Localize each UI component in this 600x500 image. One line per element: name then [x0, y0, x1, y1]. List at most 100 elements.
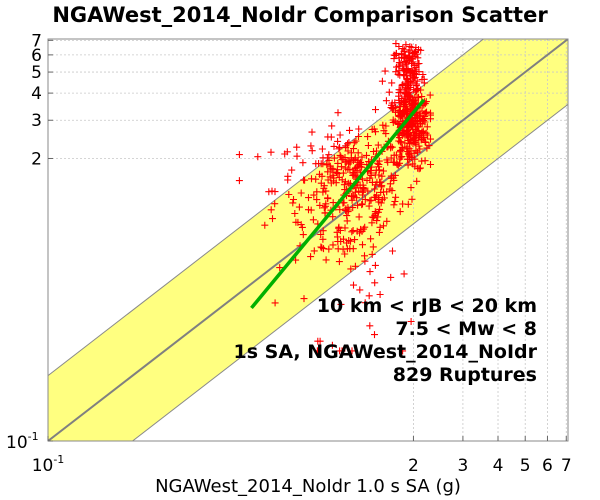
- scatter-point: [407, 318, 415, 325]
- scatter-point: [388, 101, 395, 109]
- fit-line: [250, 98, 426, 310]
- scatter-point: [394, 119, 402, 127]
- x-axis-ticks: 10-1 2 3 4 5 6 7: [32, 436, 572, 476]
- scatter-point: [364, 133, 372, 141]
- scatter-point: [284, 172, 292, 180]
- scatter-point: [369, 243, 377, 251]
- scatter-point: [425, 142, 433, 150]
- scatter-point: [373, 217, 381, 225]
- scatter-point: [383, 217, 391, 225]
- scatter-point: [367, 235, 375, 243]
- scatter-point: [388, 143, 396, 151]
- scatter-point: [411, 114, 419, 121]
- scatter-point: [374, 141, 382, 149]
- scatter-point: [406, 72, 414, 80]
- scatter-point: [351, 262, 359, 270]
- scatter-point: [336, 143, 344, 151]
- scatter-point: [345, 139, 353, 146]
- scatter-point: [307, 142, 315, 150]
- scatter-point: [405, 93, 413, 101]
- scatter-point: [358, 201, 366, 209]
- scatter-point: [392, 49, 400, 57]
- scatter-point: [350, 192, 358, 200]
- scatter-point: [314, 347, 322, 355]
- scatter-point: [380, 222, 387, 230]
- scatter-point: [398, 153, 406, 160]
- scatter-point: [310, 247, 318, 255]
- scatter-point: [316, 337, 324, 345]
- annotation-line: 7.5 < Mw < 8: [395, 318, 537, 340]
- scatter-point: [271, 200, 279, 208]
- scatter-point: [410, 149, 418, 157]
- scatter-point: [376, 223, 384, 231]
- scatter-point: [395, 43, 403, 50]
- scatter-point: [335, 173, 343, 181]
- scatter-point: [367, 172, 375, 179]
- scatter-point: [406, 46, 414, 54]
- scatter-point: [414, 148, 422, 156]
- scatter-point: [305, 194, 312, 202]
- scatter-point: [351, 236, 359, 244]
- scatter-point: [397, 146, 405, 154]
- scatter-point: [321, 209, 329, 217]
- annotation-line: 829 Ruptures: [393, 364, 537, 386]
- scatter-point: [390, 201, 398, 209]
- scatter-point: [392, 40, 400, 48]
- scatter-point: [386, 180, 394, 188]
- scatter-point: [334, 137, 342, 145]
- scatter-point: [375, 163, 383, 171]
- scatter-point: [421, 109, 429, 117]
- scatter-point: [365, 202, 373, 210]
- scatter-point: [391, 171, 399, 179]
- scatter-point: [365, 292, 373, 300]
- scatter-point: [283, 148, 291, 156]
- scatter-point: [320, 245, 327, 253]
- scatter-point: [335, 223, 343, 231]
- scatter-point: [395, 59, 403, 66]
- scatter-point: [328, 341, 336, 349]
- scatter-point: [336, 131, 344, 139]
- scatter-point: [319, 235, 327, 243]
- scatter-point: [379, 121, 387, 129]
- scatter-point: [319, 227, 327, 235]
- scatter-point: [355, 133, 362, 140]
- scatter-point: [349, 204, 357, 212]
- scatter-point: [403, 67, 410, 75]
- scatter-point: [387, 172, 395, 180]
- scatter-point: [399, 347, 407, 355]
- scatter-point: [308, 128, 316, 136]
- scatter-point: [392, 193, 400, 201]
- scatter-point: [319, 154, 327, 162]
- scatter-point: [350, 281, 357, 289]
- scatter-point: [396, 107, 404, 115]
- scatter-point: [409, 58, 417, 66]
- scatter-point: [307, 253, 315, 261]
- scatter-point: [372, 106, 379, 114]
- y-tick-label: 3: [31, 111, 42, 131]
- scatter-point: [329, 168, 337, 176]
- scatter-point: [373, 147, 380, 155]
- scatter-point: [400, 270, 408, 278]
- scatter-point: [313, 188, 321, 196]
- scatter-point: [300, 295, 308, 303]
- annotation-line: 10 km < rJB < 20 km: [317, 295, 537, 317]
- scatter-point: [401, 101, 409, 109]
- scatter-point: [397, 50, 405, 58]
- scatter-point: [359, 241, 366, 249]
- scatter-point: [392, 108, 399, 116]
- scatter-point: [392, 151, 400, 159]
- scatter-point: [357, 225, 365, 233]
- scatter-point: [301, 176, 309, 184]
- scatter-point: [293, 152, 301, 160]
- scatter-point: [316, 170, 323, 178]
- scatter-point: [418, 157, 426, 165]
- scatter-point: [271, 299, 279, 307]
- scatter-point: [341, 224, 349, 232]
- scatter-point: [349, 169, 357, 176]
- scatter-point: [348, 347, 356, 355]
- scatter-point: [297, 221, 305, 229]
- x-tick-label: 4: [493, 456, 504, 476]
- scatter-point: [328, 122, 336, 130]
- scatter-point: [405, 122, 413, 129]
